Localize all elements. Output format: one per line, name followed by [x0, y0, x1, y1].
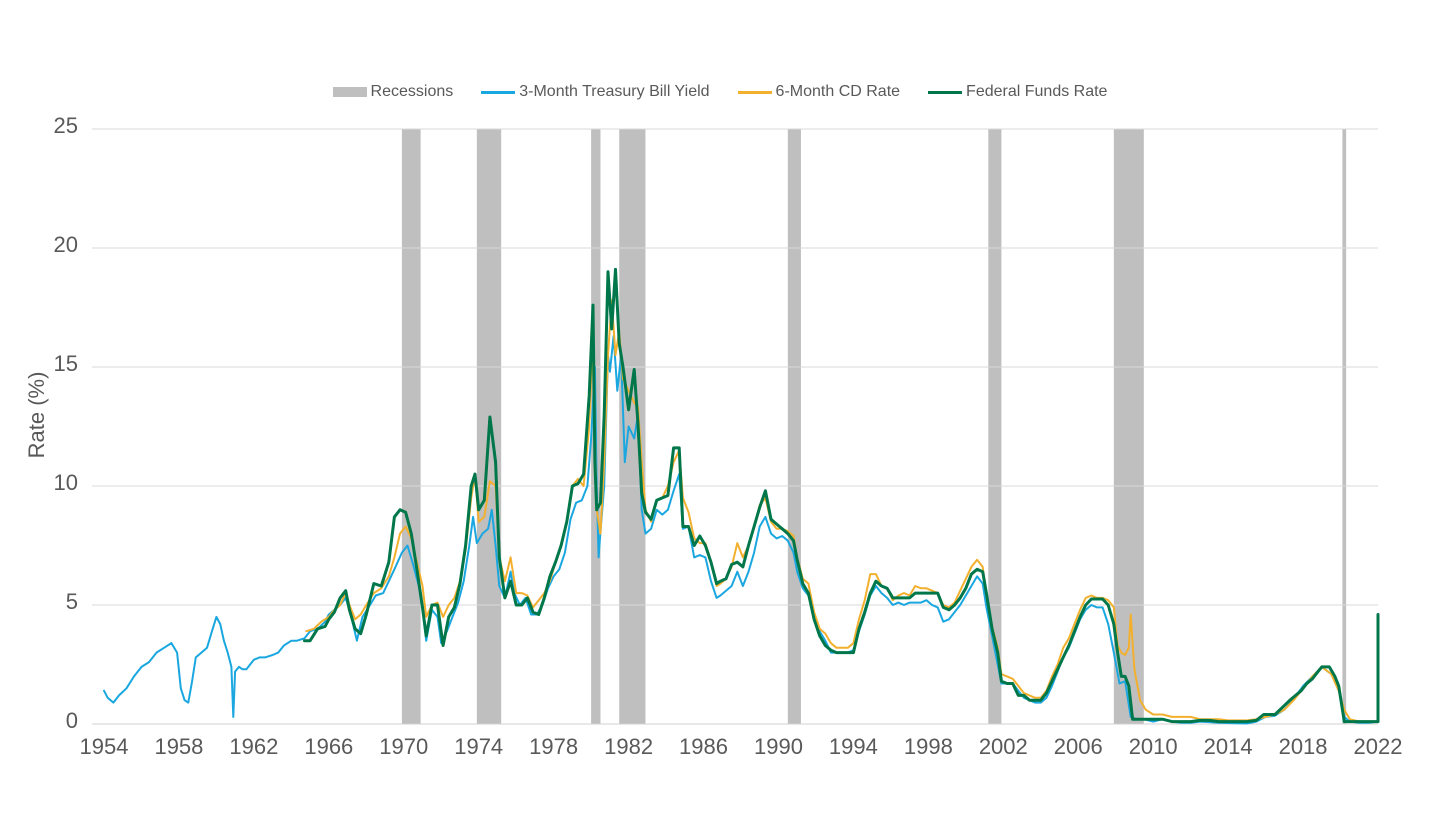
y-axis-ticks: 0 5 10 15 20 25 [54, 113, 78, 733]
recession-bands [401, 129, 1347, 724]
x-tick-label: 1982 [604, 734, 653, 759]
x-tick-label: 2010 [1129, 734, 1178, 759]
recession-band-6 [988, 129, 1002, 724]
x-tick-label: 1966 [304, 734, 353, 759]
x-tick-label: 2006 [1054, 734, 1103, 759]
gridlines [92, 128, 1378, 725]
x-tick-label: 1994 [829, 734, 878, 759]
x-tick-label: 2002 [979, 734, 1028, 759]
y-tick-label: 15 [54, 351, 78, 376]
legend: Recessions 3-Month Treasury Bill Yield 6… [0, 83, 1440, 101]
legend-swatch-fedfunds [928, 90, 963, 94]
y-axis-title: Rate (%) [24, 372, 49, 459]
legend-label-fedfunds: Federal Funds Rate [966, 83, 1108, 100]
recession-band-8 [1342, 129, 1347, 724]
series-line-cd [305, 299, 1379, 723]
legend-item-fedfunds: Federal Funds Rate [928, 83, 1107, 101]
legend-item-tbill: 3-Month Treasury Bill Yield [481, 83, 710, 101]
x-tick-label: 1958 [154, 734, 203, 759]
series-line-fedfunds [303, 267, 1380, 724]
legend-swatch-tbill [481, 90, 516, 94]
x-tick-label: 1998 [904, 734, 953, 759]
series-line-tbill [103, 335, 1379, 725]
series-lines [103, 267, 1380, 725]
x-tick-label: 1962 [229, 734, 278, 759]
legend-item-cd: 6-Month CD Rate [737, 83, 901, 101]
legend-swatch-recessions [332, 87, 367, 97]
x-tick-label: 1970 [379, 734, 428, 759]
x-tick-label: 2014 [1204, 734, 1253, 759]
recession-band-1 [401, 129, 421, 724]
y-tick-label: 10 [54, 470, 78, 495]
y-tick-label: 20 [54, 232, 78, 257]
legend-item-recessions: Recessions [332, 83, 454, 101]
x-tick-label: 1974 [454, 734, 503, 759]
x-tick-label: 1954 [80, 734, 129, 759]
x-tick-label: 2018 [1279, 734, 1328, 759]
legend-label-cd: 6-Month CD Rate [775, 83, 901, 100]
x-axis-ticks: 1954 1958 1962 1966 1970 1974 1978 1982 1986 1990… [80, 734, 1403, 759]
x-tick-label: 1990 [754, 734, 803, 759]
legend-label-tbill: 3-Month Treasury Bill Yield [519, 83, 710, 100]
y-tick-label: 5 [66, 589, 78, 614]
x-tick-label: 1978 [529, 734, 578, 759]
legend-swatch-cd [737, 90, 772, 94]
recession-band-5 [787, 129, 801, 724]
legend-label-recessions: Recessions [370, 83, 454, 100]
x-tick-label: 2022 [1354, 734, 1403, 759]
recession-band-7 [1113, 129, 1144, 724]
y-tick-label: 25 [54, 113, 78, 138]
y-tick-label: 0 [66, 708, 78, 733]
x-tick-label: 1986 [679, 734, 728, 759]
